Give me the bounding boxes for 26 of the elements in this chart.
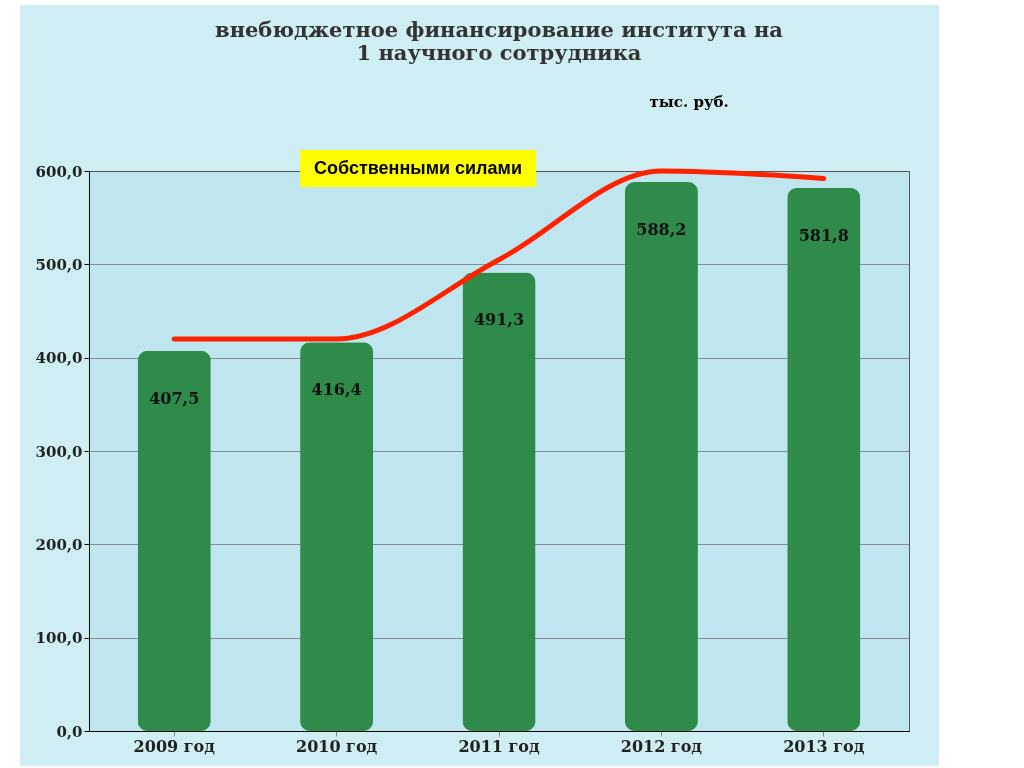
y-tick-label: 600,0 bbox=[35, 162, 83, 181]
x-tick-label: 2011 год bbox=[458, 736, 540, 756]
y-tick-label: 300,0 bbox=[35, 442, 83, 461]
data-label: 407,5 bbox=[149, 388, 200, 408]
data-label: 588,2 bbox=[636, 220, 687, 240]
bar bbox=[300, 342, 374, 731]
text: 1 научного сотрудника bbox=[356, 40, 642, 65]
y-tick-label: 500,0 bbox=[35, 255, 83, 274]
bar bbox=[462, 272, 536, 731]
y-tick-label: 0,0 bbox=[56, 722, 83, 741]
y-tick-label: 100,0 bbox=[35, 629, 83, 648]
annotation: Собственными силами bbox=[314, 158, 522, 179]
data-label: 491,3 bbox=[473, 310, 525, 330]
text: внебюджетное финансирование института на bbox=[215, 17, 783, 42]
x-tick-label: 2009 год bbox=[133, 736, 216, 756]
bar bbox=[624, 182, 698, 731]
bar bbox=[787, 187, 861, 731]
x-tick-label: 2012 год bbox=[620, 736, 703, 756]
y-axis-title: тыс. руб. bbox=[649, 92, 729, 111]
y-tick-label: 400,0 bbox=[35, 349, 83, 368]
x-tick-label: 2010 год bbox=[296, 736, 378, 756]
bar bbox=[137, 350, 211, 731]
data-label: 581,8 bbox=[798, 225, 849, 245]
data-label: 416,4 bbox=[311, 380, 362, 400]
x-tick-label: 2013 год bbox=[783, 736, 865, 756]
y-tick-label: 200,0 bbox=[35, 535, 83, 554]
